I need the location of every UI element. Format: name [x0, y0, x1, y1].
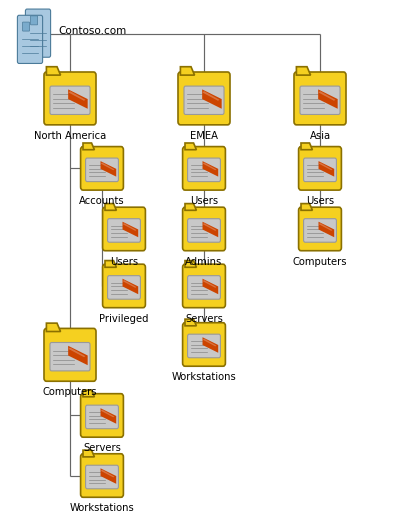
FancyBboxPatch shape: [178, 72, 230, 125]
FancyBboxPatch shape: [44, 72, 96, 125]
Polygon shape: [100, 408, 116, 424]
FancyBboxPatch shape: [182, 323, 226, 366]
Text: Servers: Servers: [83, 443, 121, 453]
Polygon shape: [185, 319, 196, 326]
Polygon shape: [68, 348, 86, 357]
Text: Workstations: Workstations: [172, 372, 236, 382]
Polygon shape: [203, 163, 216, 170]
Text: Computers: Computers: [293, 257, 347, 267]
Text: Admins: Admins: [185, 257, 223, 267]
Polygon shape: [301, 204, 312, 210]
FancyBboxPatch shape: [86, 158, 118, 182]
Polygon shape: [68, 346, 88, 365]
FancyBboxPatch shape: [182, 147, 226, 190]
Polygon shape: [318, 91, 336, 101]
Polygon shape: [68, 91, 86, 101]
FancyBboxPatch shape: [304, 219, 336, 242]
FancyBboxPatch shape: [50, 86, 90, 114]
Polygon shape: [202, 90, 222, 109]
Polygon shape: [185, 204, 196, 210]
Polygon shape: [202, 222, 218, 237]
Polygon shape: [185, 261, 196, 267]
FancyBboxPatch shape: [86, 405, 118, 429]
Polygon shape: [202, 279, 218, 294]
FancyBboxPatch shape: [298, 147, 342, 190]
Polygon shape: [319, 163, 332, 170]
Polygon shape: [203, 223, 216, 231]
Polygon shape: [318, 90, 338, 109]
FancyBboxPatch shape: [50, 342, 90, 371]
Polygon shape: [318, 161, 334, 177]
Polygon shape: [203, 280, 216, 288]
FancyBboxPatch shape: [108, 276, 140, 299]
Text: Accounts: Accounts: [79, 196, 125, 206]
Polygon shape: [68, 90, 88, 109]
FancyBboxPatch shape: [22, 22, 30, 31]
Polygon shape: [101, 163, 114, 170]
FancyBboxPatch shape: [188, 158, 220, 182]
Text: Contoso.com: Contoso.com: [58, 26, 126, 36]
Text: Users: Users: [306, 196, 334, 206]
Text: Users: Users: [110, 257, 138, 267]
FancyBboxPatch shape: [102, 264, 146, 308]
Text: Servers: Servers: [185, 314, 223, 324]
Polygon shape: [319, 223, 332, 231]
FancyBboxPatch shape: [81, 394, 123, 437]
FancyBboxPatch shape: [81, 454, 123, 497]
Polygon shape: [101, 410, 114, 418]
Polygon shape: [301, 143, 312, 150]
Polygon shape: [122, 279, 138, 294]
FancyBboxPatch shape: [188, 219, 220, 242]
FancyBboxPatch shape: [81, 147, 123, 190]
Polygon shape: [105, 204, 116, 210]
Polygon shape: [296, 67, 310, 75]
Text: Computers: Computers: [43, 387, 97, 397]
Text: EMEA: EMEA: [190, 131, 218, 141]
Polygon shape: [100, 161, 116, 177]
Polygon shape: [105, 261, 116, 267]
Text: Asia: Asia: [310, 131, 330, 141]
FancyBboxPatch shape: [294, 72, 346, 125]
FancyBboxPatch shape: [188, 334, 220, 358]
FancyBboxPatch shape: [26, 9, 50, 57]
FancyBboxPatch shape: [188, 276, 220, 299]
FancyBboxPatch shape: [298, 207, 342, 251]
Polygon shape: [318, 222, 334, 237]
FancyBboxPatch shape: [102, 207, 146, 251]
FancyBboxPatch shape: [44, 328, 96, 381]
Text: Workstations: Workstations: [70, 503, 134, 513]
FancyBboxPatch shape: [182, 264, 226, 308]
Polygon shape: [180, 67, 194, 75]
FancyBboxPatch shape: [18, 15, 43, 63]
Polygon shape: [123, 280, 136, 288]
Polygon shape: [123, 223, 136, 231]
Polygon shape: [203, 339, 216, 347]
Text: North America: North America: [34, 131, 106, 141]
Polygon shape: [46, 67, 60, 75]
Text: Users: Users: [190, 196, 218, 206]
FancyBboxPatch shape: [86, 465, 118, 489]
Polygon shape: [185, 143, 196, 150]
FancyBboxPatch shape: [30, 16, 38, 25]
FancyBboxPatch shape: [108, 219, 140, 242]
FancyBboxPatch shape: [300, 86, 340, 114]
FancyBboxPatch shape: [182, 207, 226, 251]
Polygon shape: [100, 468, 116, 484]
FancyBboxPatch shape: [304, 158, 336, 182]
FancyBboxPatch shape: [184, 86, 224, 114]
Polygon shape: [83, 450, 94, 457]
Polygon shape: [122, 222, 138, 237]
Polygon shape: [202, 161, 218, 177]
Polygon shape: [101, 470, 114, 478]
Polygon shape: [202, 91, 220, 101]
Polygon shape: [46, 323, 60, 332]
Polygon shape: [83, 390, 94, 397]
Text: Privileged: Privileged: [99, 314, 149, 324]
Polygon shape: [202, 337, 218, 353]
Polygon shape: [83, 143, 94, 150]
